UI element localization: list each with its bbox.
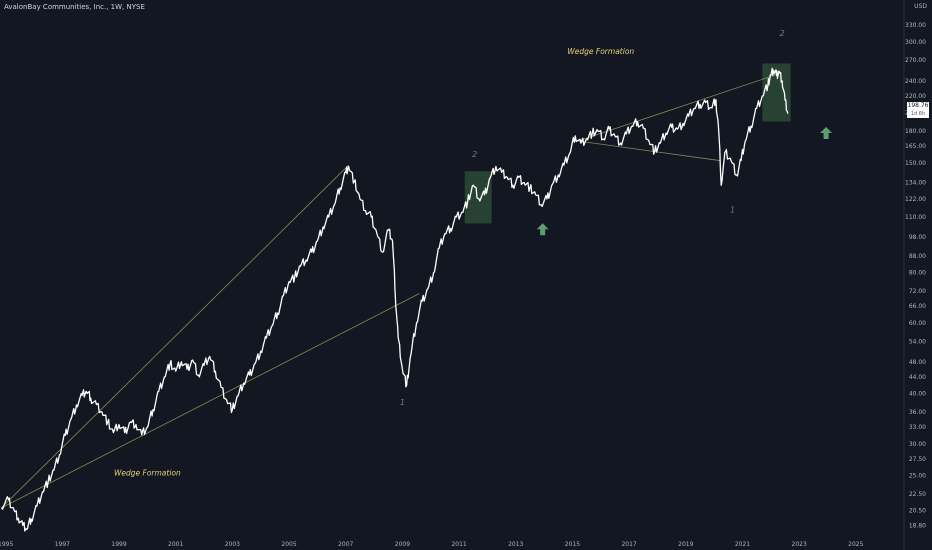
y-tick-label: 240.00 [905, 78, 926, 85]
y-tick-label: 150.00 [905, 160, 926, 167]
x-tick-label: 2021 [735, 541, 750, 548]
x-tick-label: 2017 [621, 541, 636, 548]
symbol-header: AvalonBay Communities, Inc., 1W, NYSE [4, 3, 145, 11]
y-tick-label: 88.00 [909, 253, 926, 260]
wave-label: 2 [780, 29, 785, 38]
wedge-trendline [1, 164, 349, 509]
y-tick-label: 40.00 [909, 391, 926, 398]
x-tick-label: 2023 [792, 541, 807, 548]
y-tick-label: 270.00 [905, 57, 926, 64]
price-line [0, 67, 789, 532]
x-tick-label: 2015 [565, 541, 580, 548]
wedge-trendline [578, 140, 720, 161]
x-tick-label: 2025 [848, 541, 863, 548]
x-tick-label: 2003 [225, 541, 240, 548]
wave-label: 1 [400, 398, 405, 407]
y-tick-label: 60.00 [909, 320, 926, 327]
x-tick-label: 2005 [281, 541, 296, 548]
y-tick-label: 36.00 [909, 409, 926, 416]
y-tick-label: 22.50 [909, 491, 926, 498]
x-tick-label: 2019 [678, 541, 693, 548]
y-tick-label: 30.00 [909, 441, 926, 448]
y-tick-label: 27.50 [909, 456, 926, 463]
wedge-trendline [577, 73, 780, 142]
y-tick-label: 54.00 [909, 338, 926, 345]
last-price-badge: 198.76 1d 6h [907, 102, 929, 118]
y-tick-label: 66.00 [909, 303, 926, 310]
x-tick-label: 2001 [168, 541, 183, 548]
y-tick-label: 300.00 [905, 39, 926, 46]
y-tick-label: 122.00 [905, 196, 926, 203]
x-tick-label: 2011 [451, 541, 466, 548]
y-tick-label: 33.00 [909, 424, 926, 431]
bar-countdown: 1d 6h [910, 111, 926, 117]
wave-label: 2 [472, 150, 477, 159]
y-tick-label: 220.00 [905, 93, 926, 100]
x-tick-label: 2013 [508, 541, 523, 548]
y-tick-label: 110.00 [905, 214, 926, 221]
x-tick-label: 2007 [338, 541, 353, 548]
y-tick-label: 330.00 [905, 22, 926, 29]
y-tick-label: 165.00 [905, 143, 926, 150]
y-tick-label: 18.80 [909, 522, 926, 529]
y-tick-label: 80.00 [909, 270, 926, 277]
wedge-trendline [1, 293, 420, 509]
y-tick-label: 134.00 [905, 180, 926, 187]
x-tick-label: 1999 [111, 541, 126, 548]
y-tick-label: 25.00 [909, 473, 926, 480]
y-tick-label: 20.50 [909, 507, 926, 514]
y-tick-label: 48.00 [909, 359, 926, 366]
wave-label: 1 [730, 205, 735, 214]
currency-label: USD [914, 3, 927, 10]
up-arrow-icon [820, 126, 833, 139]
last-price-value: 198.76 [907, 102, 929, 109]
up-arrow-icon [536, 223, 549, 236]
x-tick-label: 1997 [55, 541, 70, 548]
wedge-formation-label: Wedge Formation [114, 469, 181, 478]
y-tick-label: 72.00 [909, 288, 926, 295]
y-tick-label: 180.00 [905, 128, 926, 135]
x-tick-label: 2009 [395, 541, 410, 548]
y-tick-label: 98.00 [909, 234, 926, 241]
y-tick-label: 44.00 [909, 374, 926, 381]
wedge-formation-label: Wedge Formation [567, 47, 634, 56]
x-tick-label: 1995 [0, 541, 13, 548]
